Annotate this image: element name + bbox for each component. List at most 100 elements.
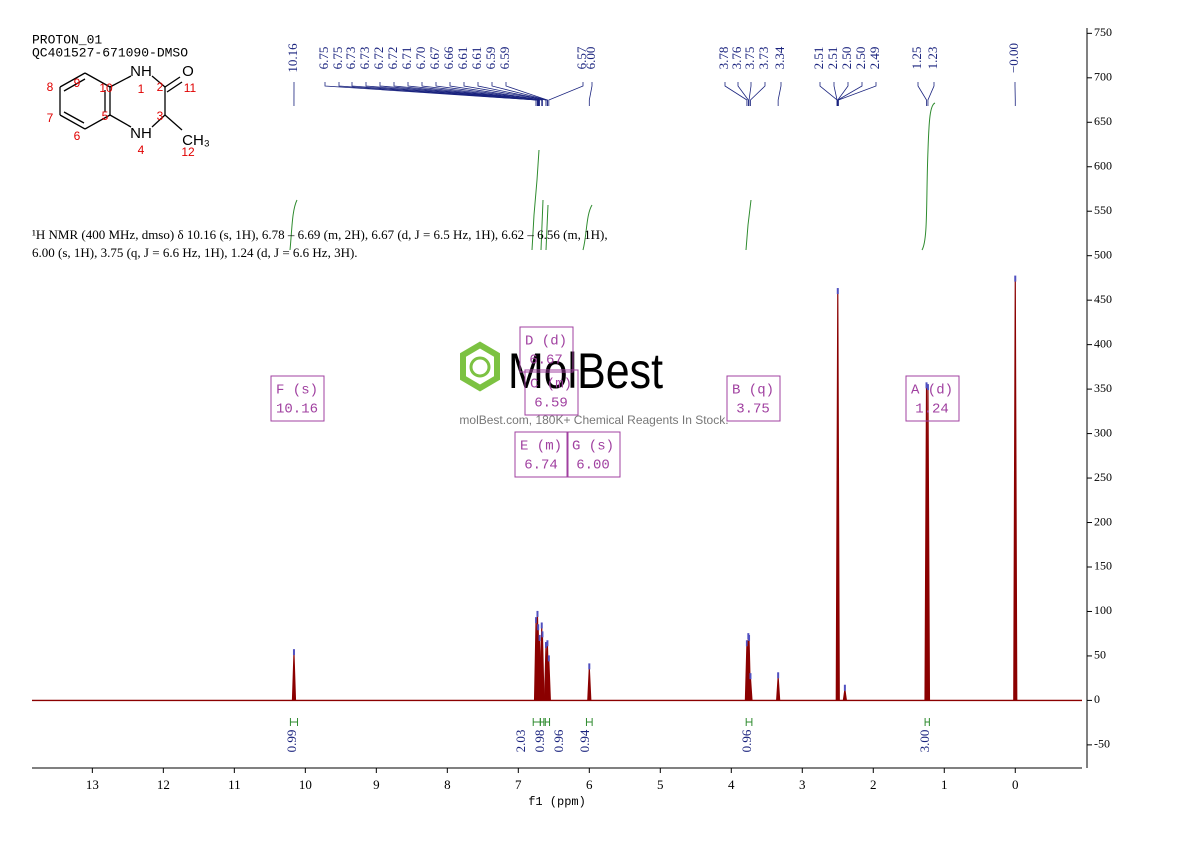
peak-connector bbox=[837, 82, 849, 106]
title: PROTON_01 bbox=[32, 32, 102, 47]
peak-connector bbox=[927, 82, 935, 106]
x-tick-label: 3 bbox=[799, 777, 806, 792]
multiplet-shift: 1.24 bbox=[915, 402, 949, 418]
peak-label: 6.59 bbox=[497, 47, 512, 70]
integral-label: 2.03 bbox=[513, 730, 528, 753]
peak-label: 3.75 bbox=[742, 47, 757, 70]
x-tick-label: 1 bbox=[941, 777, 948, 792]
multiplet-label: E (m) bbox=[520, 439, 562, 455]
peak-label: 6.67 bbox=[427, 46, 442, 69]
peak-label: 2.50 bbox=[839, 47, 854, 70]
multiplet-shift: 6.59 bbox=[534, 396, 568, 412]
y-tick-label: 100 bbox=[1094, 603, 1112, 617]
integral-bracket bbox=[544, 718, 551, 726]
peak-label: 6.70 bbox=[413, 47, 428, 70]
watermark-icon-ring bbox=[469, 356, 491, 378]
integral-bracket bbox=[289, 718, 299, 726]
integral-bracket bbox=[539, 718, 545, 726]
multiplet-box bbox=[905, 375, 960, 422]
atom-number: 1 bbox=[138, 82, 145, 96]
peak-label: 6.72 bbox=[385, 47, 400, 70]
peak-connector bbox=[421, 82, 541, 106]
multiplet-label: G (s) bbox=[572, 439, 614, 455]
y-tick-label: 150 bbox=[1094, 559, 1112, 573]
y-tick-label: 300 bbox=[1094, 425, 1112, 439]
watermark-tagline: molBest.com, 180K+ Chemical Reagents In … bbox=[459, 413, 728, 427]
integral-label: 3.00 bbox=[917, 730, 932, 753]
x-tick-label: 5 bbox=[657, 777, 664, 792]
peak-label: 6.71 bbox=[399, 47, 414, 70]
y-tick-label: 550 bbox=[1094, 203, 1112, 217]
peak-label: 6.00 bbox=[583, 47, 598, 70]
peak-label: 3.76 bbox=[729, 46, 744, 69]
peak-label: 6.57 bbox=[574, 46, 589, 69]
multiplet-box bbox=[566, 431, 621, 478]
multiplet-shift: 6.74 bbox=[524, 458, 558, 474]
peak-connector bbox=[777, 82, 782, 106]
peak bbox=[1013, 280, 1018, 701]
peak-label: 6.61 bbox=[469, 47, 484, 70]
atom-number: 6 bbox=[74, 129, 81, 143]
peak-label: 3.78 bbox=[716, 47, 731, 70]
multiplet-label: D (d) bbox=[525, 334, 567, 350]
peak-label: 6.72 bbox=[371, 47, 386, 70]
y-tick-label: 700 bbox=[1094, 70, 1112, 84]
x-tick-label: 8 bbox=[444, 777, 451, 792]
watermark-icon bbox=[460, 341, 500, 392]
sample-name: QC401527-671090-DMSO bbox=[32, 45, 188, 60]
integral-curves bbox=[289, 102, 936, 251]
peak-label: 6.75 bbox=[316, 47, 331, 70]
atom-label: NH bbox=[130, 125, 152, 142]
x-tick-label: 2 bbox=[870, 777, 877, 792]
peak-label: 2.49 bbox=[867, 47, 882, 70]
peak-connector bbox=[833, 82, 838, 106]
multiplet-shift: 6.00 bbox=[576, 458, 610, 474]
y-tick-label: 250 bbox=[1094, 470, 1112, 484]
integral-label: 0.98 bbox=[532, 730, 547, 753]
peak-connector bbox=[435, 82, 543, 106]
y-tick-label: 650 bbox=[1094, 114, 1112, 128]
atom-number: 11 bbox=[184, 81, 197, 95]
peak-connector bbox=[588, 82, 593, 106]
x-tick-label: 10 bbox=[299, 777, 312, 792]
atom-number: 7 bbox=[47, 111, 54, 125]
peak bbox=[587, 668, 592, 701]
multiplet-box bbox=[524, 369, 579, 416]
atom-number: 10 bbox=[99, 81, 113, 95]
multiplet-box bbox=[519, 326, 574, 373]
atom-label: O bbox=[182, 63, 194, 80]
peak-connector bbox=[917, 82, 927, 106]
watermark-brand: MolBest bbox=[508, 343, 663, 399]
y-tick-label: 600 bbox=[1094, 159, 1112, 173]
atom-number: 3 bbox=[157, 109, 164, 123]
watermark: MolBest molBest.com, 180K+ Chemical Reag… bbox=[459, 341, 729, 427]
integral-label: 0.96 bbox=[739, 729, 754, 752]
atom-number: 9 bbox=[74, 76, 81, 90]
peak-label: 2.51 bbox=[825, 47, 840, 70]
peak-connector bbox=[407, 82, 540, 106]
peak-label: 6.73 bbox=[357, 47, 372, 70]
y-tick-label: 450 bbox=[1094, 292, 1112, 306]
atom-number: 12 bbox=[181, 145, 195, 159]
peak-connector bbox=[548, 82, 584, 106]
peak-connector bbox=[837, 82, 863, 106]
integral-bracket bbox=[745, 718, 753, 726]
y-tick-label: 750 bbox=[1094, 25, 1112, 39]
peak-connector bbox=[748, 82, 752, 106]
description: ¹H NMR (400 MHz, dmso) δ 10.16 (s, 1H), … bbox=[32, 227, 608, 260]
peak-label: 6.73 bbox=[343, 47, 358, 70]
atom-number: 5 bbox=[102, 109, 109, 123]
y-tick-label: 0 bbox=[1094, 692, 1100, 706]
peak-connector bbox=[449, 82, 543, 106]
structure bbox=[59, 72, 183, 131]
peak bbox=[776, 677, 781, 701]
y-tick-label: 500 bbox=[1094, 247, 1112, 261]
x-tick-label: 13 bbox=[86, 777, 99, 792]
peak-label: 6.61 bbox=[455, 47, 470, 70]
peak-label: 10.16 bbox=[285, 43, 300, 73]
multiplet-label: C (m) bbox=[530, 377, 572, 393]
peak-label: 6.59 bbox=[483, 47, 498, 70]
y-tick-label: 400 bbox=[1094, 336, 1112, 350]
